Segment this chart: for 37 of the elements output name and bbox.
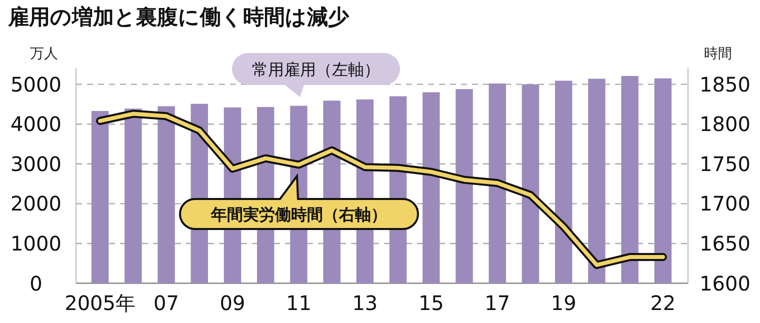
bar: [422, 92, 440, 284]
y-tick-label: 0: [30, 271, 42, 296]
x-tick-label: 07: [154, 291, 180, 315]
x-tick-label: 22: [650, 291, 676, 315]
bar: [124, 108, 142, 284]
bar: [555, 80, 572, 284]
y2-tick-label: 1850: [700, 72, 750, 96]
y-tick-label: 4000: [10, 112, 62, 136]
bar: [488, 84, 506, 284]
bar: [158, 106, 175, 284]
text: 年間実労働時間（右軸）: [210, 205, 387, 224]
y2-tick-label: 1750: [700, 152, 750, 176]
y-axis-title: 万人: [30, 46, 58, 62]
y2-axis-title: 時間: [704, 46, 732, 62]
series-label: 常用雇用（左軸）: [252, 60, 380, 79]
y2-tick-label: 1650: [700, 232, 750, 256]
y2-tick-label: 1700: [700, 192, 750, 216]
x-tick-label: 15: [418, 291, 444, 315]
bar: [621, 76, 638, 284]
chart-title: 雇用の増加と裏腹に働く時間は減少: [7, 5, 350, 29]
bar: [91, 110, 109, 284]
y2-tick-label: 1600: [700, 271, 750, 296]
y2-tick-label: 1800: [700, 112, 750, 136]
x-tick-label: 17: [484, 291, 510, 315]
bar: [654, 78, 672, 284]
x-tick-label: 2005年: [64, 291, 136, 315]
x-tick-label: 19: [550, 291, 576, 315]
y-tick-label: 1000: [10, 232, 62, 256]
bar: [588, 78, 606, 284]
x-tick-label: 11: [286, 291, 312, 315]
y-tick-label: 3000: [10, 152, 62, 176]
x-tick-label: 13: [352, 291, 378, 315]
bar: [456, 89, 473, 284]
bar: [522, 84, 540, 284]
x-tick-label: 09: [220, 291, 246, 315]
y-tick-label: 2000: [10, 192, 62, 216]
y-tick-label: 5000: [10, 72, 62, 96]
